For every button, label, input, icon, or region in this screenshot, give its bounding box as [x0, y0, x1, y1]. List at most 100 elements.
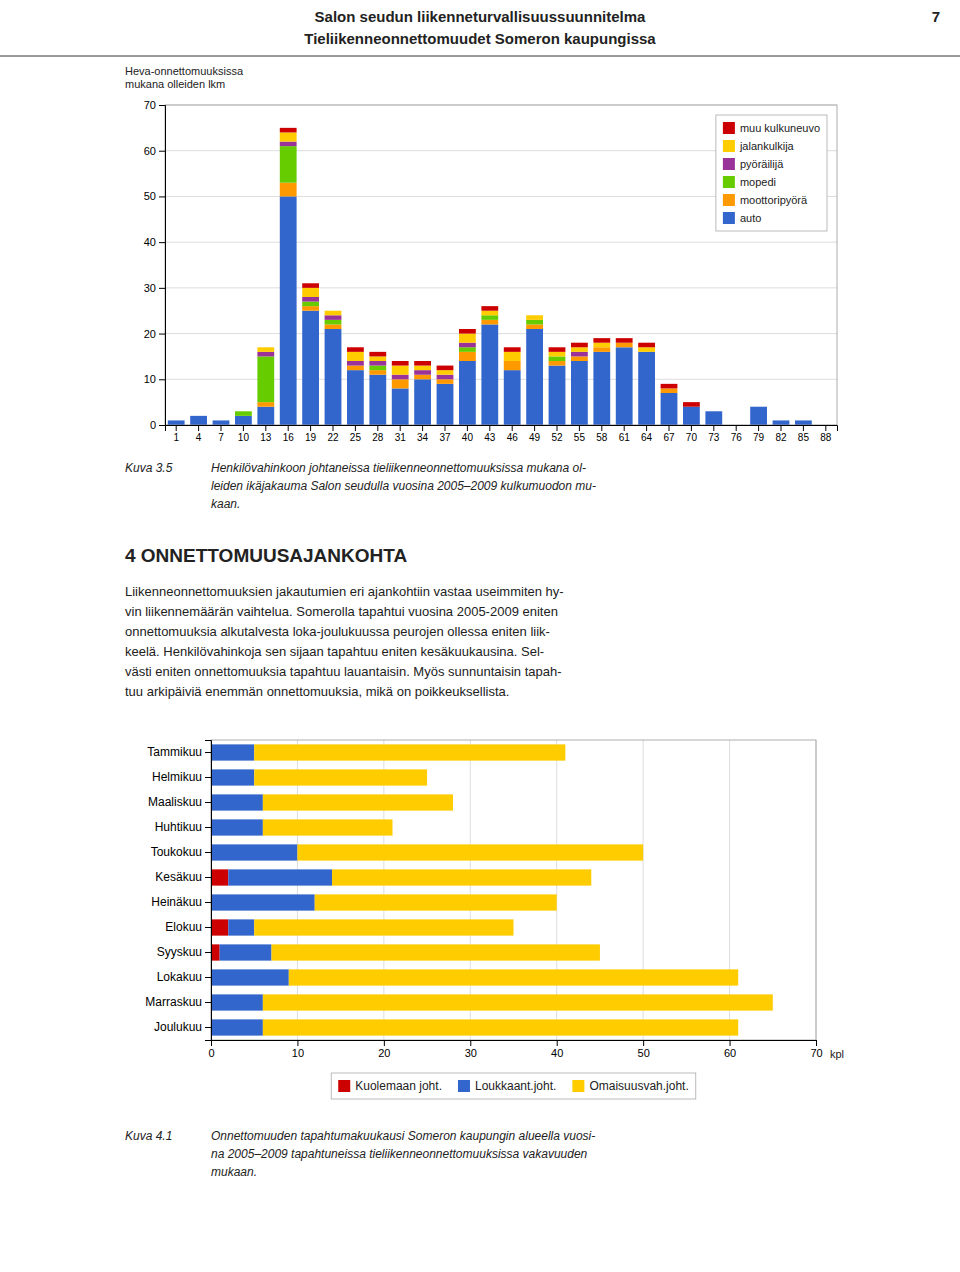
- tick: 70: [810, 1040, 822, 1059]
- tick-label: 28: [372, 432, 384, 443]
- tick-mark: [310, 425, 311, 431]
- tick-mark: [205, 1002, 211, 1003]
- bar: [392, 375, 409, 380]
- text-line: Onnettomuuden tapahtumakuukausi Someron …: [211, 1129, 595, 1143]
- tick-mark: [534, 425, 535, 431]
- bar: [549, 356, 566, 361]
- tick-mark: [159, 425, 165, 426]
- tick: 25: [350, 425, 362, 443]
- bar: [773, 420, 790, 421]
- tick-label: 37: [439, 432, 451, 443]
- bar: [257, 352, 274, 357]
- bar: [302, 311, 319, 425]
- tick-mark: [159, 379, 165, 380]
- tick-label: 40: [144, 236, 156, 248]
- tick: Huhtikuu: [155, 820, 211, 834]
- grid-line: [165, 287, 837, 288]
- tick: 50: [144, 190, 165, 202]
- bar: [392, 361, 409, 366]
- tick-mark: [781, 425, 782, 431]
- tick-mark: [159, 242, 165, 243]
- bar: [414, 366, 431, 371]
- caption: Henkilövahinkoon johtaneissa tieliikenne…: [211, 461, 596, 511]
- legend-swatch: [723, 140, 735, 152]
- bar: [593, 343, 610, 348]
- text-line: mukaan.: [211, 1165, 257, 1179]
- tick: 28: [372, 425, 384, 443]
- bar: [297, 844, 643, 860]
- tick: 30: [144, 282, 165, 294]
- tick-label: 50: [638, 1047, 650, 1059]
- bar: [213, 420, 230, 425]
- tick-label: Lokakuu: [157, 970, 202, 984]
- body-text: Liikenneonnettomuuksien jakautumien eri …: [125, 584, 564, 699]
- bars: [211, 744, 773, 1035]
- bar: [683, 402, 700, 407]
- axis-line: [205, 741, 212, 1041]
- bar: [638, 352, 655, 425]
- tick-label: 7: [218, 432, 224, 443]
- text-line: Henkilövahinkoon johtaneissa tieliikenne…: [211, 461, 586, 475]
- tick: Joulukuu: [154, 1020, 211, 1034]
- bar: [593, 352, 610, 425]
- bar: [773, 420, 790, 421]
- tick-label: 70: [144, 99, 156, 111]
- legend-label: pyöräilijä: [740, 158, 784, 170]
- bar: [302, 288, 319, 297]
- tick-mark: [265, 425, 266, 431]
- bar: [526, 315, 543, 316]
- grid-line: [165, 333, 837, 334]
- x-axis: 010203040506070: [208, 1040, 822, 1059]
- tick-mark: [205, 852, 211, 853]
- bars: [168, 128, 812, 425]
- bar: [228, 919, 254, 935]
- bar: [504, 352, 521, 361]
- tick-mark: [601, 425, 602, 431]
- legend-label: moottoripyörä: [740, 194, 808, 206]
- x-axis: 1471013161922252831343740434649525558616…: [166, 425, 838, 443]
- text-line: keelä. Henkilövahinkoja sen sijaan tapah…: [125, 644, 544, 659]
- bar: [263, 994, 773, 1010]
- tick-mark: [205, 802, 211, 803]
- tick-mark: [384, 1040, 385, 1046]
- legend-item: pyöräilijä: [723, 158, 784, 170]
- tick-mark: [198, 425, 199, 431]
- bar: [347, 361, 364, 366]
- tick: 22: [327, 425, 339, 443]
- bar: [795, 420, 812, 421]
- bar: [211, 744, 254, 760]
- tick-mark: [221, 425, 222, 431]
- tick: 52: [551, 425, 563, 443]
- tick-mark: [205, 877, 211, 878]
- bar: [571, 347, 588, 352]
- bar: [437, 370, 454, 375]
- tick-mark: [333, 425, 334, 431]
- tick: 70: [686, 425, 698, 443]
- tick-mark: [205, 977, 211, 978]
- tick-mark: [825, 425, 826, 431]
- bar: [437, 375, 454, 380]
- legend-item: Kuolemaan joht.: [338, 1079, 442, 1093]
- series: [235, 146, 565, 416]
- bar: [571, 352, 588, 357]
- tick-mark: [736, 425, 737, 431]
- tick: Elokuu: [165, 920, 211, 934]
- bar: [661, 388, 678, 393]
- tick-mark: [205, 902, 211, 903]
- tick: 10: [238, 425, 250, 443]
- axis-line: [159, 106, 166, 426]
- tick-mark: [669, 425, 670, 431]
- tick: 40: [144, 236, 165, 248]
- bar: [549, 366, 566, 425]
- bar: [235, 411, 252, 412]
- bar: [257, 347, 274, 348]
- section-title: 4 ONNETTOMUUSAJANKOHTA: [125, 545, 407, 566]
- bar: [705, 411, 722, 412]
- text-line: Liikenneonnettomuuksien jakautumien eri …: [125, 584, 564, 599]
- text-line: Kuva 3.5: [125, 461, 173, 475]
- tick-label: 0: [150, 419, 156, 431]
- tick-mark: [377, 425, 378, 431]
- tick-mark: [758, 425, 759, 431]
- tick-label: 82: [775, 432, 787, 443]
- tick: 49: [529, 425, 541, 443]
